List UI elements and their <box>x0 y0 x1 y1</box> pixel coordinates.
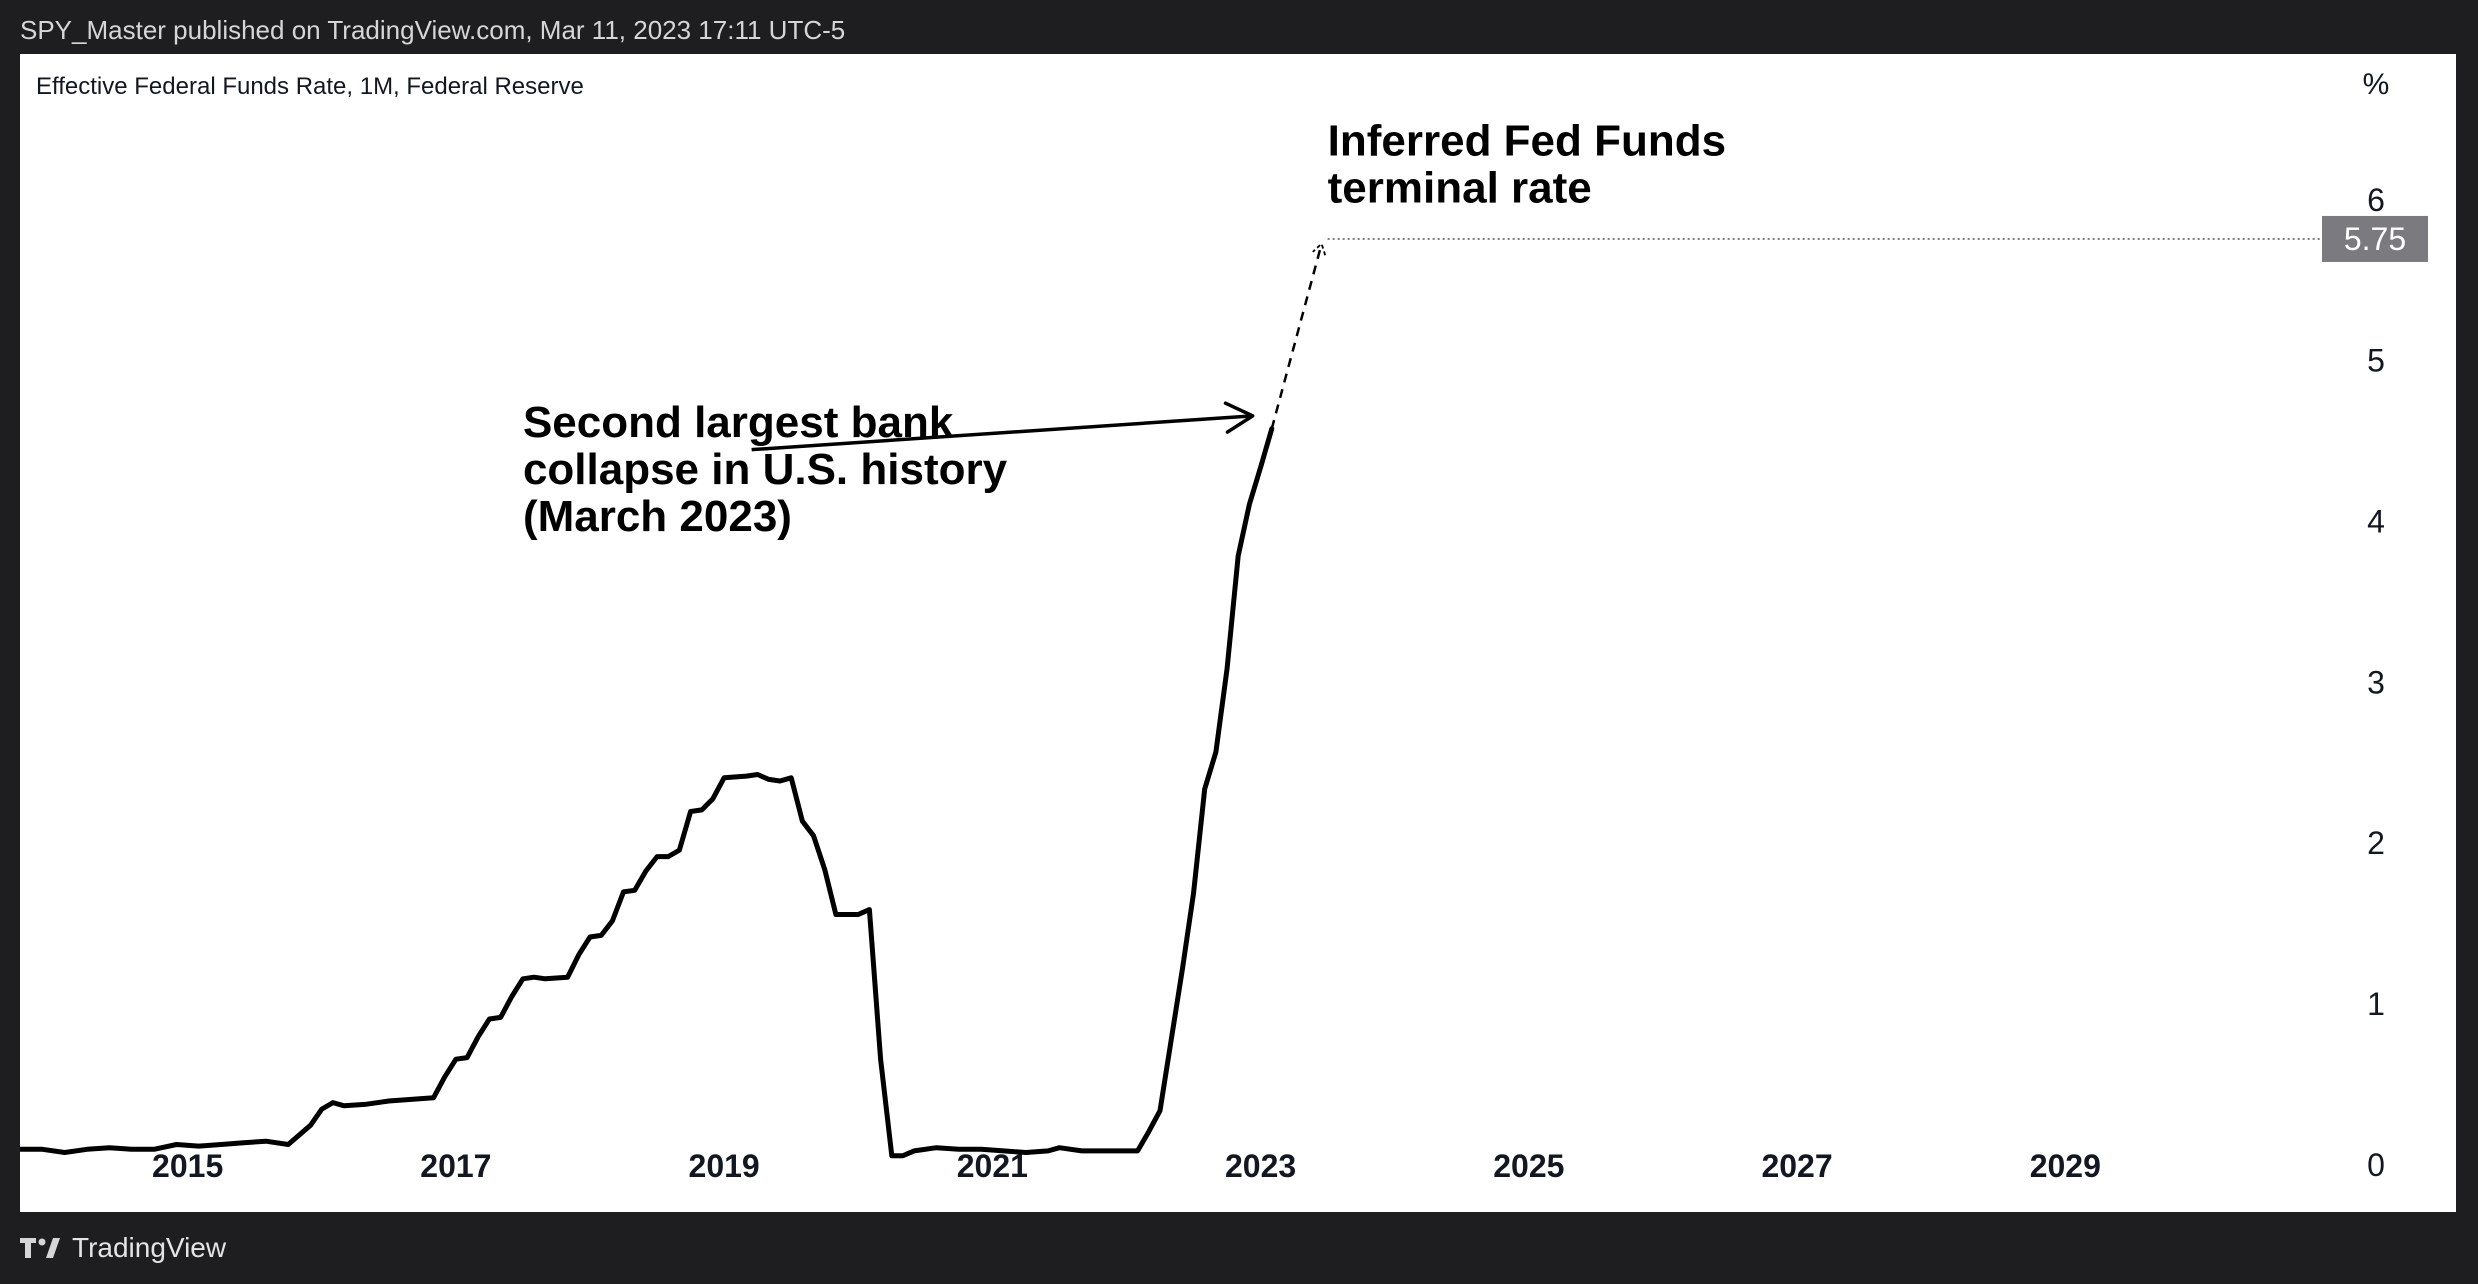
x-tick-label-1: 2017 <box>420 1148 491 1184</box>
x-tick-label-6: 2027 <box>1761 1148 1832 1184</box>
publisher-bar: SPY_Master published on TradingView.com,… <box>0 0 2478 54</box>
projection-line <box>1270 243 1323 430</box>
annotation-1-line-0: Inferred Fed Funds <box>1328 116 1726 165</box>
x-tick-label-0: 2015 <box>152 1148 223 1184</box>
y-tick-label-6: 6 <box>2367 182 2385 218</box>
rate-chart[interactable]: Effective Federal Funds Rate, 1M, Federa… <box>20 54 2456 1212</box>
brand[interactable]: TradingView <box>20 1230 226 1266</box>
x-tick-label-7: 2029 <box>2030 1148 2101 1184</box>
y-tick-label-2: 2 <box>2367 825 2385 861</box>
annotation-0-line-1: collapse in U.S. history <box>523 445 1008 494</box>
annotation-0-arrowhead <box>1223 401 1255 434</box>
brand-label: TradingView <box>72 1232 227 1263</box>
annotation-0-line-2: (March 2023) <box>523 492 792 541</box>
annotation-0-line-0: Second largest bank <box>523 398 954 447</box>
x-tick-label-2: 2019 <box>689 1148 760 1184</box>
y-tick-label-3: 3 <box>2367 664 2385 700</box>
annotation-1-line-1: terminal rate <box>1328 163 1592 212</box>
y-tick-label-0: 0 <box>2367 1147 2385 1183</box>
y-tick-label-4: 4 <box>2367 503 2385 539</box>
footer-bar: TradingView <box>0 1212 2478 1284</box>
y-axis-unit: % <box>2363 68 2390 101</box>
x-tick-label-5: 2025 <box>1493 1148 1564 1184</box>
publisher-text: SPY_Master published on TradingView.com,… <box>20 15 846 45</box>
series-line-0[interactable] <box>20 426 1275 1159</box>
terminal-rate-tag <box>2322 215 2428 262</box>
chart-panel[interactable]: Effective Federal Funds Rate, 1M, Federa… <box>20 54 2456 1212</box>
chart-title: Effective Federal Funds Rate, 1M, Federa… <box>36 73 584 100</box>
y-tick-label-5: 5 <box>2367 343 2385 379</box>
y-tick-label-1: 1 <box>2367 986 2385 1022</box>
annotation-0-arrow <box>751 414 1253 452</box>
tradingview-logo-icon <box>20 1238 60 1258</box>
x-tick-label-4: 2023 <box>1225 1148 1296 1184</box>
terminal-rate-tag-label: 5.75 <box>2344 221 2406 257</box>
